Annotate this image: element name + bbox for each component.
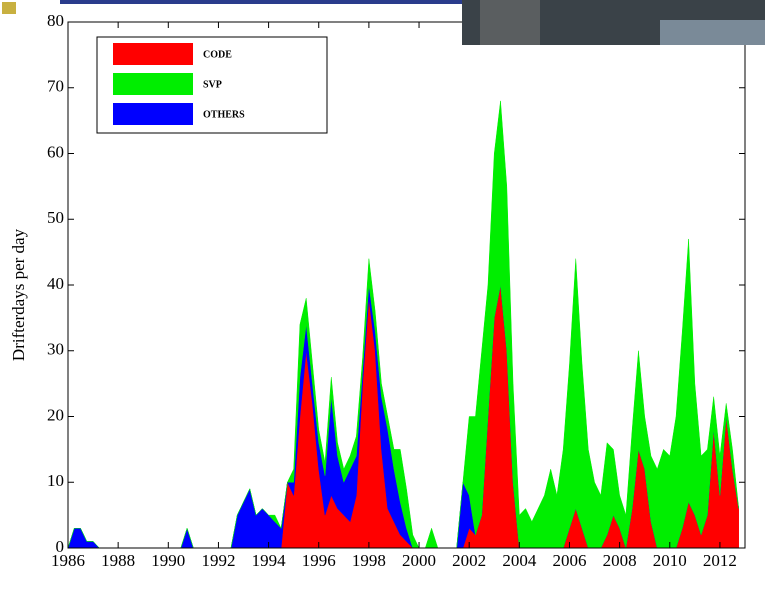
legend-label: CODE — [203, 49, 232, 60]
legend-swatch — [113, 43, 193, 65]
x-tick-label: 2012 — [703, 551, 737, 570]
x-tick-label: 1990 — [151, 551, 185, 570]
slide-icon — [2, 2, 16, 14]
x-tick-label: 1986 — [51, 551, 85, 570]
legend-label: SVP — [203, 79, 222, 90]
legend-swatch — [113, 73, 193, 95]
x-tick-label: 2006 — [552, 551, 586, 570]
x-tick-label: 2004 — [502, 551, 537, 570]
x-tick-label: 1992 — [201, 551, 235, 570]
slide-strip — [60, 0, 462, 4]
area — [67, 100, 739, 549]
x-tick-label: 1998 — [352, 551, 386, 570]
y-tick-label: 70 — [47, 77, 64, 96]
y-tick-label: 20 — [47, 405, 64, 424]
y-tick-label: 40 — [47, 274, 64, 293]
legend-label: OTHERS — [203, 109, 245, 120]
y-tick-label: 50 — [47, 208, 64, 227]
y-axis-label: Drifterdays per day — [9, 228, 28, 361]
x-tick-label: 2008 — [603, 551, 637, 570]
legend-swatch — [113, 103, 193, 125]
y-tick-label: 10 — [47, 471, 64, 490]
x-tick-label: 1994 — [252, 551, 287, 570]
slide-photo-detail — [660, 20, 765, 45]
y-tick-label: 80 — [47, 11, 64, 30]
x-tick-label: 2000 — [402, 551, 436, 570]
y-tick-label: 30 — [47, 340, 64, 359]
x-tick-label: 1996 — [302, 551, 336, 570]
y-tick-label: 60 — [47, 142, 64, 161]
x-tick-label: 2010 — [653, 551, 687, 570]
x-tick-label: 2002 — [452, 551, 486, 570]
y-tick-label: 0 — [56, 537, 65, 556]
x-tick-label: 1988 — [101, 551, 135, 570]
slide-photo-detail — [480, 0, 540, 45]
